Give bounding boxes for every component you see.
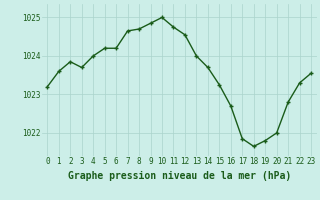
- X-axis label: Graphe pression niveau de la mer (hPa): Graphe pression niveau de la mer (hPa): [68, 171, 291, 181]
